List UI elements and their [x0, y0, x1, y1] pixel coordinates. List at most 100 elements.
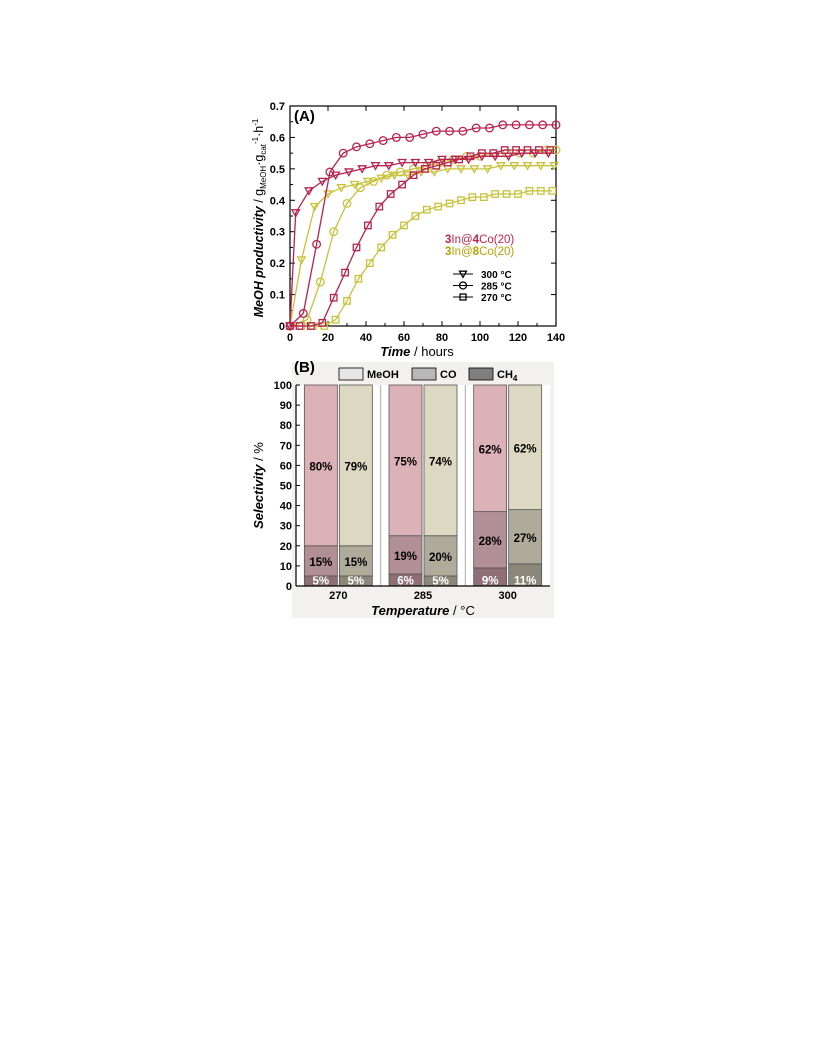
data-point — [286, 322, 294, 330]
y-axis-unit-part: / g — [252, 189, 266, 206]
legend-marker — [458, 270, 468, 279]
bar-segment-co — [388, 535, 423, 575]
data-point — [495, 162, 506, 171]
data-point — [400, 221, 408, 230]
legend-label: 270 °C — [481, 293, 512, 304]
x-tick-label: 120 — [509, 332, 527, 344]
y-axis-unit-part: ·g — [252, 155, 266, 166]
y-tick-label: 0.3 — [270, 227, 285, 239]
data-point — [365, 139, 375, 149]
legend-swatch — [468, 367, 494, 381]
x-tick-label: 285 — [414, 590, 432, 602]
data-label: 80% — [309, 461, 332, 473]
x-tick-label: 60 — [398, 332, 410, 344]
data-point — [395, 167, 405, 177]
y-axis-unit-sup: -1 — [251, 118, 260, 126]
data-point — [386, 190, 395, 198]
data-point — [546, 146, 555, 154]
data-point — [295, 322, 304, 330]
data-point — [357, 165, 368, 174]
panel-label-a: (A) — [294, 108, 315, 125]
data-point — [349, 180, 360, 190]
data-point — [502, 190, 511, 198]
data-point — [411, 212, 420, 220]
data-point — [397, 158, 408, 168]
data-point — [352, 142, 361, 152]
legend-label-text: MeOH — [367, 369, 399, 381]
data-point — [538, 120, 548, 130]
data-label: 15% — [344, 557, 367, 569]
data-label: 6% — [397, 576, 414, 588]
data-point — [331, 315, 340, 324]
data-label: 62% — [514, 443, 537, 455]
bar-segment-co — [508, 509, 543, 565]
legend-swatch — [411, 367, 437, 381]
y-tick-label: 60 — [280, 460, 292, 472]
data-point — [445, 126, 455, 136]
y-axis-title-name: Selectivity — [251, 464, 266, 529]
data-point — [377, 243, 386, 252]
data-point — [329, 293, 338, 302]
bar-segment-meoh — [508, 384, 543, 511]
data-point — [352, 243, 361, 252]
data-point — [522, 162, 533, 171]
data-point — [445, 199, 454, 208]
data-point — [418, 129, 428, 139]
bar-segment-meoh — [388, 384, 423, 537]
data-point — [409, 164, 418, 174]
data-point — [355, 183, 365, 193]
data-point — [525, 186, 534, 195]
plot-frame-a — [289, 105, 557, 327]
data-point — [312, 239, 322, 249]
data-point — [383, 162, 394, 171]
data-point — [315, 277, 325, 287]
panel-a-productivity-chart: 0 20 40 60 80 100 120 140 0 0.1 0.2 0.3 0.4 0.5 0.6 0.7… — [251, 101, 565, 359]
x-tick-label: 300 — [498, 590, 516, 602]
data-point — [466, 152, 475, 161]
data-label: 74% — [429, 456, 452, 468]
legend-label: CO — [440, 369, 457, 381]
stacked-bar: 5% 15% 79% — [338, 384, 373, 588]
data-point — [330, 171, 341, 181]
stacked-bar: 6% 19% 75% — [388, 384, 423, 588]
catalyst-label-part: 3 — [445, 234, 451, 246]
x-tick-label: 40 — [360, 332, 372, 344]
data-label: 9% — [482, 576, 499, 588]
y-tick-label: 80 — [280, 420, 292, 432]
data-point — [296, 256, 307, 265]
data-point — [458, 126, 468, 136]
catalyst-label-part: 3 — [445, 246, 451, 258]
x-tick-label: 100 — [471, 332, 489, 344]
y-tick-label: 0 — [279, 321, 285, 333]
catalyst-label-part: 4 — [473, 234, 480, 246]
data-point — [309, 202, 320, 212]
legend-label: 300 °C — [481, 270, 512, 281]
data-label: 75% — [394, 456, 417, 468]
data-point — [434, 202, 443, 211]
data-label: 62% — [479, 444, 502, 456]
panel-label-b: (B) — [294, 359, 315, 376]
data-point — [369, 176, 379, 186]
x-tick-label: 140 — [547, 332, 565, 344]
data-label: 5% — [432, 576, 449, 588]
y-axis-unit-sup: -1 — [251, 136, 260, 144]
catalyst-label-part: 8 — [473, 246, 480, 258]
data-point — [469, 165, 480, 174]
x-axis-title-unit: / hours — [410, 344, 454, 359]
catalyst-label: 3In@4Co(20) — [445, 234, 514, 246]
data-point — [409, 171, 418, 180]
stacked-bar: 9% 28% 62% — [473, 384, 508, 588]
bar-segment-co — [338, 545, 373, 577]
data-point — [378, 136, 388, 146]
data-point — [536, 186, 545, 195]
bar-segment-meoh — [473, 384, 508, 513]
data-point — [523, 146, 532, 154]
data-point — [549, 162, 560, 171]
data-label: 19% — [394, 551, 417, 563]
data-point — [548, 186, 557, 195]
y-tick-label: 40 — [280, 501, 292, 513]
data-point — [307, 322, 315, 330]
data-point — [479, 193, 488, 202]
